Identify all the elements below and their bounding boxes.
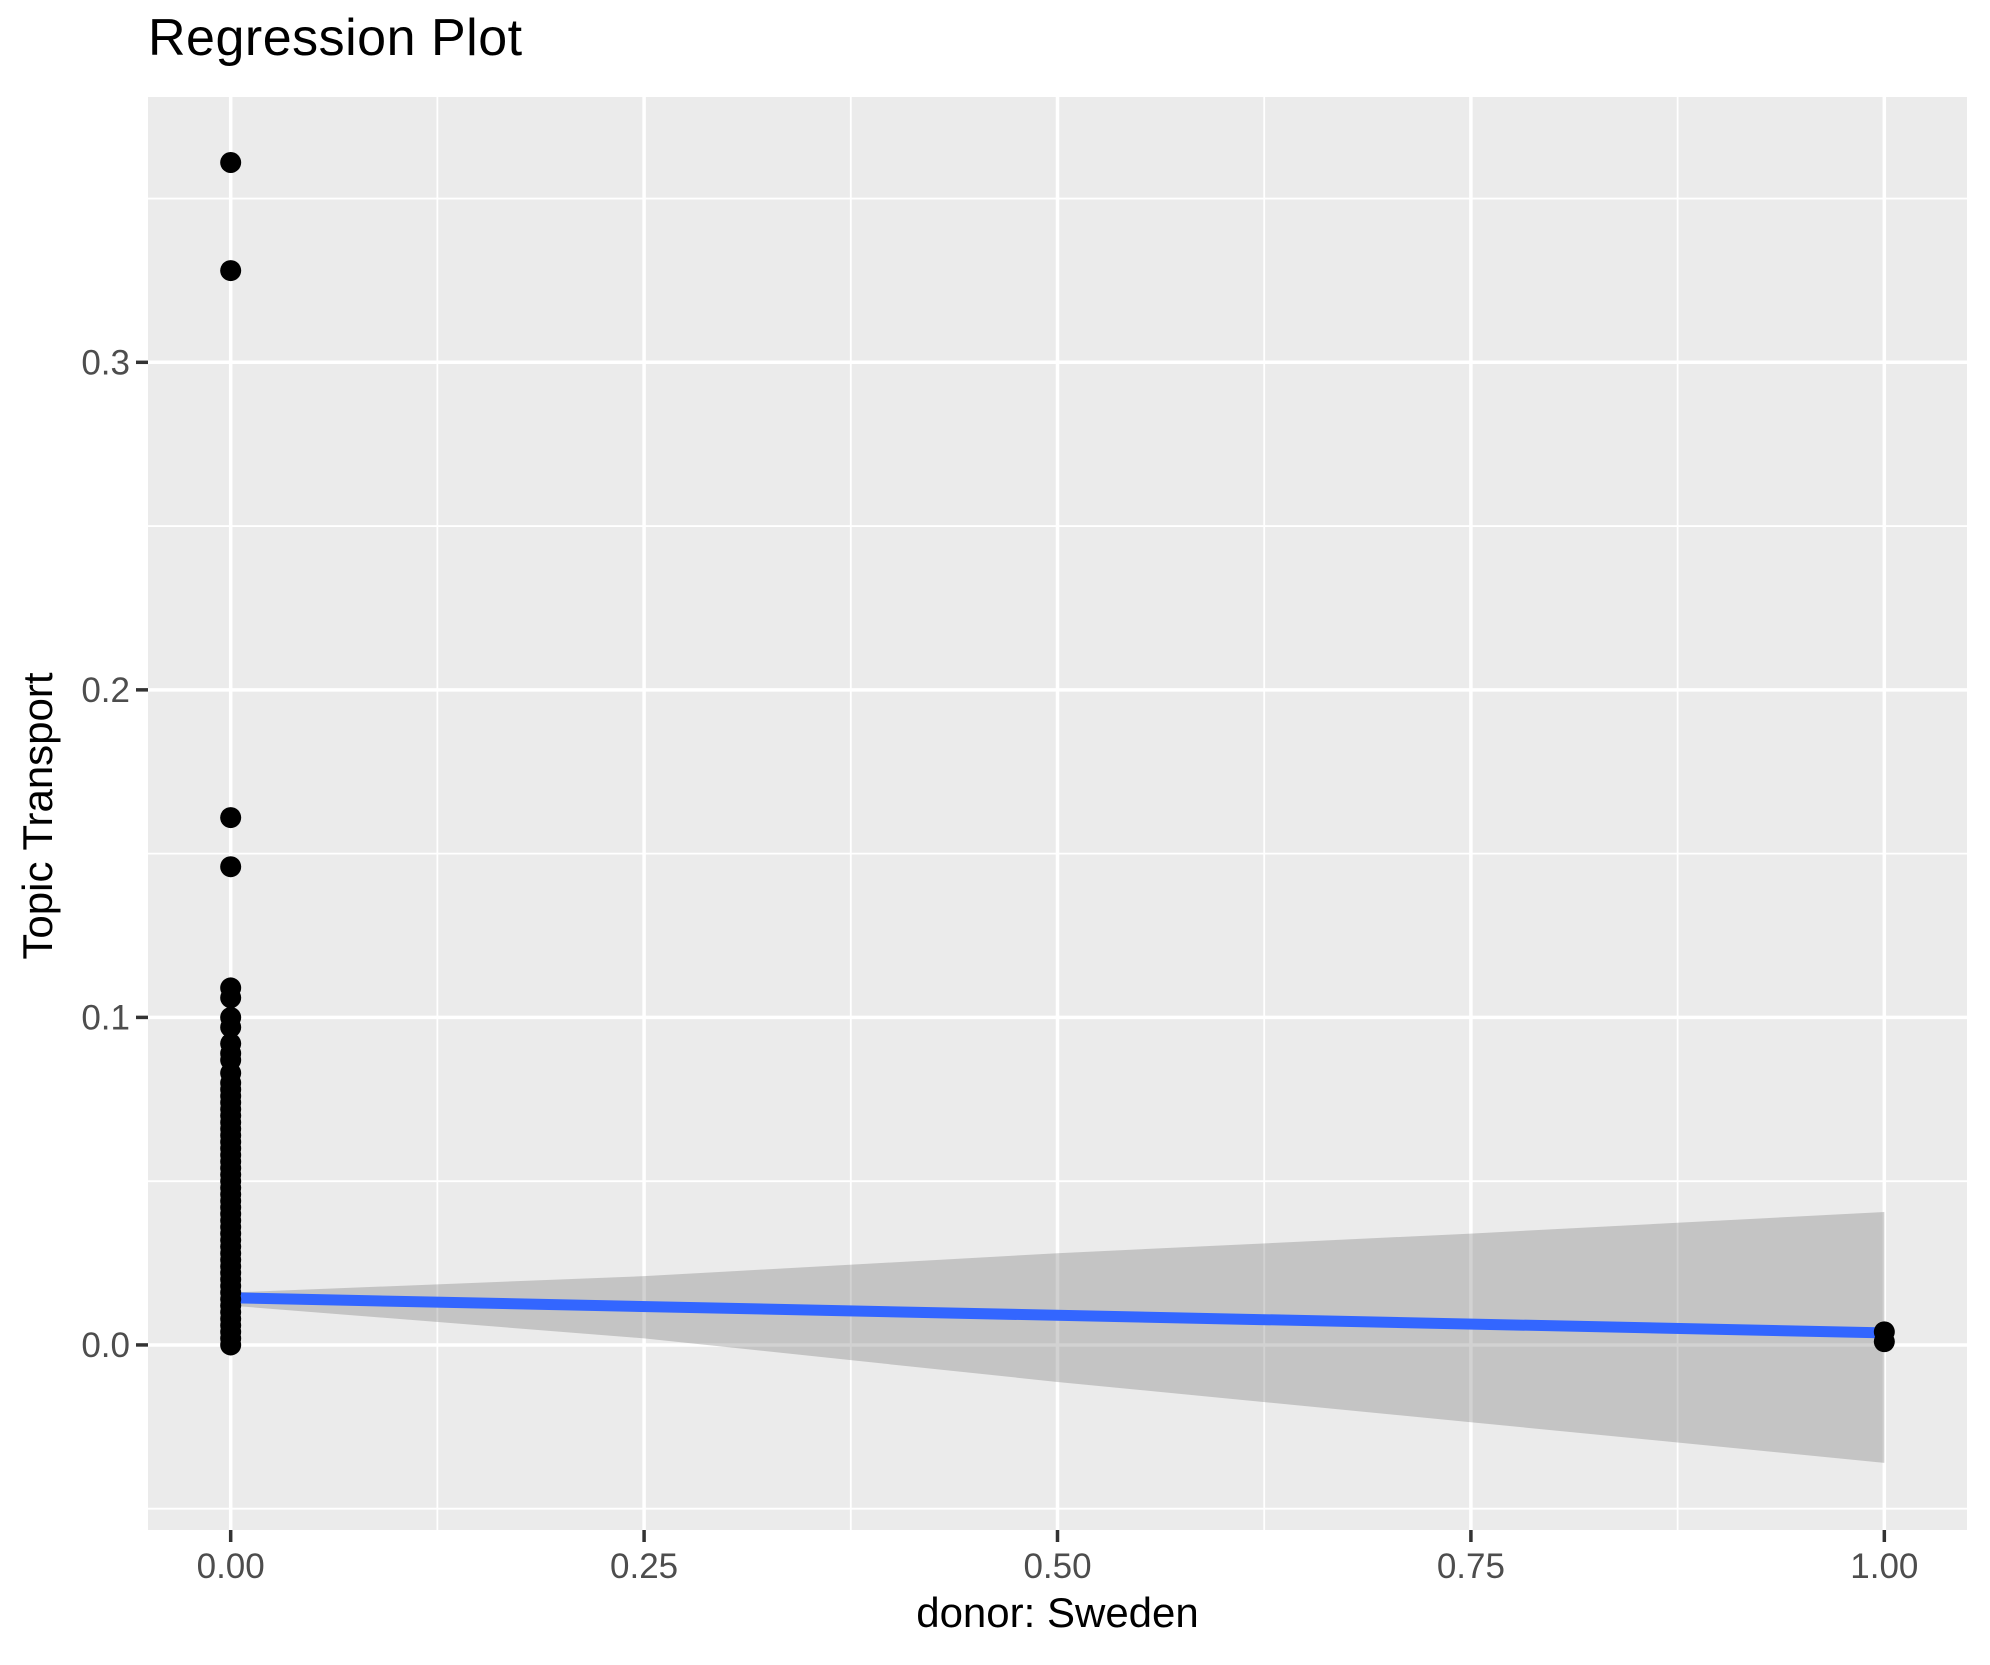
y-axis-title: Topic Transport bbox=[14, 672, 61, 960]
plot-title: Regression Plot bbox=[148, 9, 523, 67]
y-tick-label: 0.1 bbox=[81, 999, 130, 1038]
x-tick-label: 0.00 bbox=[197, 1547, 265, 1586]
data-point bbox=[220, 987, 242, 1009]
y-tick-label: 0.0 bbox=[81, 1326, 130, 1365]
regression-line bbox=[230, 1292, 1885, 1339]
y-tick-label: 0.3 bbox=[81, 344, 130, 383]
data-point bbox=[1873, 1331, 1895, 1353]
x-tick-label: 0.75 bbox=[1437, 1547, 1505, 1586]
x-axis-title: donor: Sweden bbox=[916, 1589, 1199, 1636]
x-tick-label: 0.25 bbox=[610, 1547, 678, 1586]
confidence-ribbon bbox=[230, 1211, 1885, 1463]
y-tick-label: 0.2 bbox=[81, 671, 130, 710]
data-point bbox=[220, 856, 242, 878]
data-point bbox=[220, 152, 242, 174]
x-tick-label: 0.50 bbox=[1023, 1547, 1091, 1586]
data-point bbox=[220, 1016, 242, 1038]
data-point bbox=[220, 1334, 242, 1356]
data-point bbox=[220, 260, 242, 282]
data-point bbox=[220, 807, 242, 829]
x-tick-label: 1.00 bbox=[1850, 1547, 1918, 1586]
